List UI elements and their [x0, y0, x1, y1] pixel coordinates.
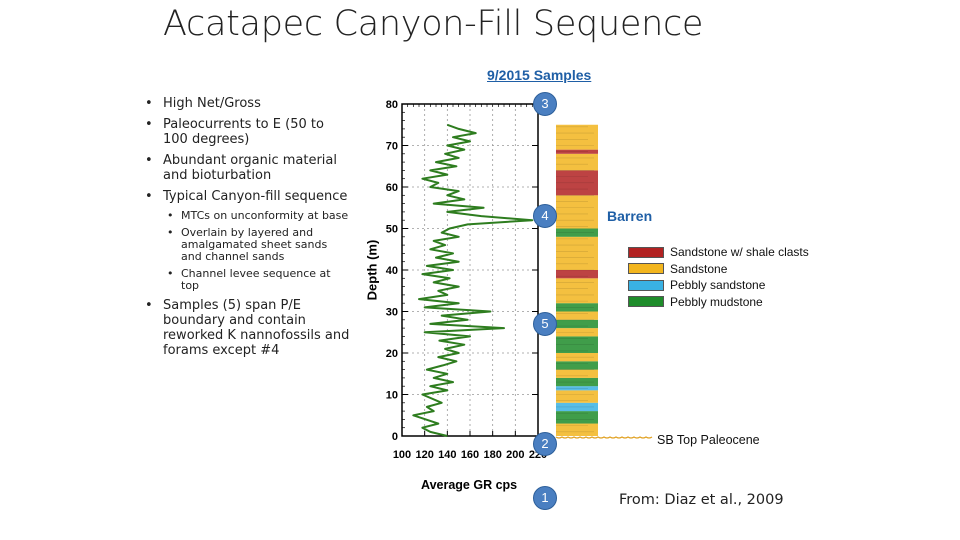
bullet-item: High Net/Gross [145, 96, 350, 111]
lithology-bed [556, 353, 598, 362]
x-axis-label: Average GR cps [421, 478, 518, 492]
bullet-item: Typical Canyon-fill sequence MTCs on unco… [145, 189, 350, 292]
boundary-label: SB Top Paleocene [657, 433, 760, 447]
legend-swatch [628, 263, 664, 275]
legend-label: Pebbly sandstone [670, 278, 766, 293]
sub-bullet-list: MTCs on unconformity at base Overlain by … [163, 210, 350, 292]
bullet-text: Abundant organic material and bioturbati… [163, 153, 337, 183]
x-tick-label: 200 [506, 449, 524, 461]
legend-item: Pebbly mudstone [628, 294, 809, 311]
slide-title: Acatapec Canyon-Fill Sequence [163, 4, 704, 44]
y-tick-label: 20 [386, 348, 398, 360]
sample-marker: 3 [533, 92, 557, 116]
boundary-line [555, 436, 653, 439]
y-tick-label: 60 [386, 182, 398, 194]
bullet-item: Abundant organic material and bioturbati… [145, 153, 350, 183]
gr-series-line [412, 123, 534, 437]
lithology-bed [556, 423, 598, 436]
lithology-legend: Sandstone w/ shale clasts Sandstone Pebbly… [628, 244, 809, 310]
y-tick-label: 80 [386, 99, 398, 111]
lithology-bed [556, 369, 598, 378]
x-tick-label: 140 [438, 449, 456, 461]
lithology-bed [556, 228, 598, 237]
x-tick-label: 180 [483, 449, 501, 461]
y-tick-label: 50 [386, 224, 398, 236]
bullet-list: High Net/Gross Paleocurrents to E (50 to … [145, 96, 350, 364]
lithology-bed [556, 236, 598, 270]
bullet-text: High Net/Gross [163, 96, 261, 111]
sub-bullet-item: Overlain by layered and amalgamated shee… [163, 227, 350, 263]
lithology-bed [556, 170, 598, 196]
y-tick-label: 10 [386, 390, 398, 402]
lithology-bed [556, 361, 598, 370]
y-tick-label: 70 [386, 141, 398, 153]
lithology-bed [556, 124, 598, 150]
barren-label: Barren [607, 208, 653, 224]
y-tick-label: 30 [386, 307, 398, 319]
bullet-item: Paleocurrents to E (50 to 100 degrees) [145, 117, 350, 147]
x-tick-label: 100 [393, 449, 411, 461]
sample-marker: 5 [533, 311, 557, 336]
lithology-bed [556, 149, 598, 154]
lithology-bed [556, 319, 598, 329]
y-tick-label: 40 [386, 265, 398, 277]
lithology-bed [556, 377, 598, 387]
sample-marker: 4 [533, 204, 557, 229]
legend-item: Pebbly sandstone [628, 277, 809, 294]
bullet-text: Samples (5) span P/E boundary and contai… [163, 298, 350, 358]
bullet-item: Samples (5) span P/E boundary and contai… [145, 298, 350, 358]
lithology-bed [556, 153, 598, 171]
x-tick-label: 160 [461, 449, 479, 461]
legend-label: Sandstone w/ shale clasts [670, 245, 809, 260]
lithology-bed [556, 386, 598, 391]
samples-heading: 9/2015 Samples [487, 67, 592, 83]
citation: From: Diaz et al., 2009 [619, 492, 784, 508]
y-tick-label: 0 [392, 431, 398, 443]
lithology-bed [556, 278, 598, 304]
legend-label: Pebbly mudstone [670, 294, 763, 309]
legend-item: Sandstone [628, 261, 809, 278]
sub-bullet-item: Channel levee sequence at top [163, 268, 350, 292]
legend-swatch [628, 279, 664, 291]
lithology-bed [556, 195, 598, 229]
lithology-bed [556, 328, 598, 337]
lithology-bed [556, 411, 598, 424]
x-tick-label: 120 [415, 449, 433, 461]
sample-marker: 2 [533, 432, 557, 457]
lithology-bed [556, 336, 598, 353]
sub-bullet-item: MTCs on unconformity at base [163, 210, 350, 223]
legend-swatch [628, 296, 664, 308]
lithology-bed [556, 303, 598, 312]
sample-marker: 1 [533, 486, 557, 511]
lithology-bed [556, 402, 598, 412]
bullet-text: Typical Canyon-fill sequence [163, 189, 348, 204]
lithology-bed [556, 311, 598, 320]
legend-label: Sandstone [670, 261, 728, 276]
bullet-text: Paleocurrents to E (50 to 100 degrees) [163, 117, 324, 147]
legend-item: Sandstone w/ shale clasts [628, 244, 809, 261]
legend-swatch [628, 246, 664, 258]
lithology-bed [556, 270, 598, 279]
y-axis-label: Depth (m) [364, 239, 380, 301]
lithology-bed [556, 390, 598, 403]
